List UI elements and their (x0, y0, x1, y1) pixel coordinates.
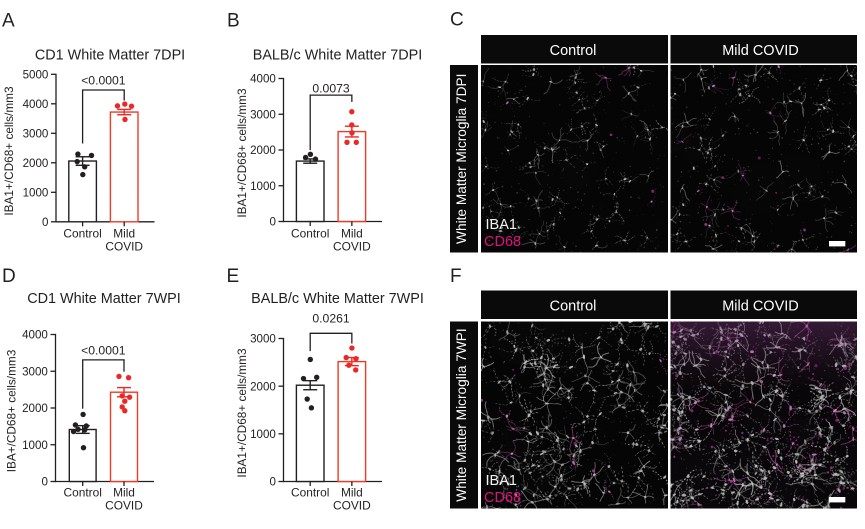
svg-text:0: 0 (41, 476, 47, 489)
svg-text:Control: Control (550, 43, 597, 59)
svg-text:3000: 3000 (23, 127, 49, 140)
svg-text:CD1 White Matter 7WPI: CD1 White Matter 7WPI (27, 291, 181, 307)
svg-text:3000: 3000 (250, 333, 276, 346)
svg-text:2000: 2000 (250, 144, 276, 157)
svg-text:White Matter Microglia 7DPI: White Matter Microglia 7DPI (454, 74, 469, 244)
svg-text:3000: 3000 (250, 108, 276, 121)
svg-text:IBA1+/CD68+ cells/mm3: IBA1+/CD68+ cells/mm3 (2, 86, 16, 216)
svg-text:Mild COVID: Mild COVID (722, 43, 799, 59)
svg-text:5000: 5000 (23, 68, 49, 81)
svg-text:CD68: CD68 (484, 490, 521, 506)
svg-text:IBA1+/CD68+ cells/mm3: IBA1+/CD68+ cells/mm3 (235, 348, 249, 478)
svg-text:Control: Control (550, 299, 597, 315)
svg-text:COVID: COVID (105, 240, 143, 254)
svg-text:A: A (2, 10, 15, 31)
svg-text:F: F (450, 266, 462, 287)
svg-text:B: B (227, 10, 240, 31)
svg-text:COVID: COVID (105, 499, 143, 513)
svg-text:2000: 2000 (23, 157, 49, 170)
svg-text:2000: 2000 (22, 402, 48, 415)
svg-text:Mild: Mild (113, 227, 135, 241)
svg-text:4000: 4000 (22, 329, 48, 342)
svg-text:CD1 White Matter 7DPI: CD1 White Matter 7DPI (35, 48, 185, 64)
svg-text:<0.0001: <0.0001 (81, 344, 126, 358)
svg-text:3000: 3000 (22, 365, 48, 378)
svg-text:0: 0 (269, 476, 275, 489)
svg-text:1000: 1000 (250, 180, 276, 193)
svg-text:COVID: COVID (333, 240, 371, 254)
svg-text:1000: 1000 (250, 428, 276, 441)
svg-text:IBA+/CD68+ cells/mm3: IBA+/CD68+ cells/mm3 (5, 349, 19, 472)
svg-text:<0.0001: <0.0001 (81, 73, 126, 87)
svg-text:0.0261: 0.0261 (312, 312, 349, 326)
svg-text:Mild: Mild (341, 227, 363, 241)
svg-text:Control: Control (291, 227, 329, 241)
svg-text:Control: Control (64, 486, 102, 500)
svg-text:0: 0 (269, 216, 275, 229)
svg-text:2000: 2000 (250, 380, 276, 393)
svg-text:C: C (450, 10, 464, 31)
svg-text:D: D (2, 266, 16, 287)
svg-text:IBA1+/CD68+ cells/mm3: IBA1+/CD68+ cells/mm3 (235, 88, 249, 218)
svg-text:COVID: COVID (333, 499, 371, 513)
svg-text:E: E (227, 266, 240, 287)
svg-text:Control: Control (63, 227, 101, 241)
svg-text:4000: 4000 (250, 73, 276, 86)
svg-text:BALB/c White Matter 7WPI: BALB/c White Matter 7WPI (251, 291, 424, 307)
svg-text:BALB/c White Matter 7DPI: BALB/c White Matter 7DPI (253, 48, 423, 64)
svg-text:0: 0 (42, 216, 48, 229)
svg-text:CD68: CD68 (484, 234, 521, 250)
svg-text:IBA1: IBA1 (486, 217, 517, 233)
svg-text:Mild: Mild (113, 486, 135, 500)
svg-text:4000: 4000 (23, 98, 49, 111)
svg-text:Mild COVID: Mild COVID (722, 299, 799, 315)
svg-text:1000: 1000 (23, 186, 49, 199)
svg-text:IBA1: IBA1 (486, 473, 517, 489)
svg-text:0.0073: 0.0073 (312, 81, 349, 95)
svg-text:1000: 1000 (22, 439, 48, 452)
svg-text:White Matter Microglia 7WPI: White Matter Microglia 7WPI (454, 328, 469, 501)
svg-text:Mild: Mild (341, 486, 363, 500)
svg-text:Control: Control (291, 486, 329, 500)
